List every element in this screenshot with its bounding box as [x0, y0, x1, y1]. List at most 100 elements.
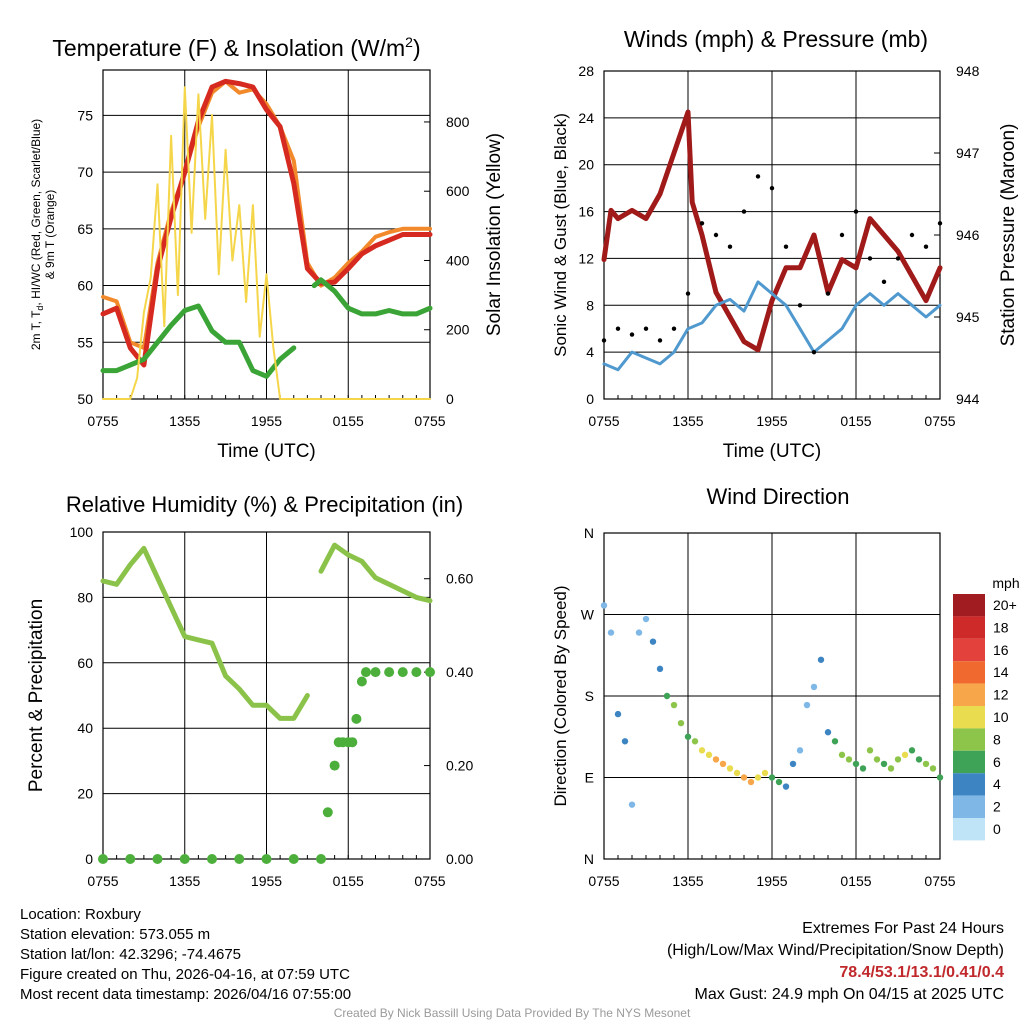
max-gust-text: Max Gust: 24.9 mph On 04/15 at 2025 UTC [694, 986, 1005, 1003]
legend-swatch [953, 616, 985, 639]
recent-text: Most recent data timestamp: 2026/04/16 0… [20, 986, 352, 1003]
data-point [713, 232, 719, 238]
direction-point [873, 756, 881, 763]
y-tick-label: W [581, 607, 595, 623]
legend-label: 14 [993, 664, 1009, 680]
legend-swatch [953, 818, 985, 841]
direction-point [901, 751, 909, 759]
y-tick-label: 8 [586, 297, 594, 313]
direction-point [705, 751, 713, 759]
data-point [322, 807, 333, 818]
x-tick-label: 0155 [333, 873, 364, 889]
x-tick-label: 0155 [333, 413, 364, 429]
y-tick-label: 80 [77, 589, 93, 605]
data-point [909, 232, 915, 238]
series-pressure [601, 109, 943, 353]
x-tick-label: 0755 [924, 413, 955, 429]
series-line [100, 542, 433, 721]
direction-point [852, 760, 860, 768]
y-axis-label: 2m T, Td, HI/WC (Red, Green, Scarlet/Blu… [29, 119, 45, 350]
direction-point [754, 774, 762, 781]
direction-point [789, 760, 797, 768]
data-point [125, 854, 136, 864]
data-point [316, 854, 326, 864]
station-info: Location: Roxbury Station elevation: 573… [20, 905, 351, 1005]
direction-point [768, 774, 776, 781]
y-tick-label: 0 [85, 851, 93, 867]
direction-point [726, 765, 734, 772]
direction-point [824, 729, 832, 736]
extremes-subtitle: (High/Low/Max Wind/Precipitation/Snow De… [666, 942, 1004, 959]
direction-point [936, 774, 944, 781]
y2-tick-label: 0.00 [446, 851, 473, 867]
y-tick-label: 12 [578, 250, 594, 266]
direction-point [922, 760, 930, 768]
data-point [895, 256, 901, 261]
data-point [288, 854, 299, 864]
direction-point [894, 756, 902, 763]
direction-point [698, 747, 706, 754]
direction-point [642, 615, 650, 623]
created-text: Figure created on Thu, 2026-04-16, at 07… [20, 966, 350, 983]
y-tick-label: 100 [70, 524, 94, 540]
data-point [825, 291, 831, 296]
series-2m-t [100, 78, 433, 368]
x-tick-label: 1955 [756, 873, 787, 889]
data-point [425, 667, 435, 678]
y2-tick-label: 0.40 [446, 664, 473, 680]
legend-label: 6 [993, 754, 1001, 770]
direction-point [677, 719, 685, 727]
legend-swatch [953, 773, 985, 796]
y-tick-label: 60 [77, 278, 93, 294]
legend-label: 18 [993, 619, 1009, 635]
data-point [98, 854, 108, 864]
direction-point [775, 778, 783, 786]
direction-point [887, 765, 895, 772]
x-tick-label: 1955 [756, 413, 787, 429]
x-tick-label: 1355 [169, 873, 200, 889]
data-point [179, 854, 190, 864]
data-point [755, 174, 761, 179]
y-axis-label-line2: & 9m T (Orange) [43, 190, 57, 280]
data-point [881, 279, 887, 285]
y-axis-label: Sonic Wind & Gust (Blue, Black) [551, 113, 570, 357]
direction-point [656, 665, 664, 673]
y2-tick-label: 400 [446, 252, 470, 268]
data-point [370, 667, 381, 678]
y2-tick-label: 0.60 [446, 571, 473, 587]
x-tick-label: 0755 [414, 413, 445, 429]
extremes-title: Extremes For Past 24 Hours [802, 920, 1004, 937]
data-point [207, 854, 217, 864]
data-point [811, 349, 817, 355]
direction-points [600, 602, 944, 808]
direction-point [908, 747, 916, 754]
extremes-panel: Extremes For Past 24 Hours (High/Low/Max… [667, 918, 1004, 1006]
y2-tick-label: 800 [446, 114, 470, 130]
y2-tick-label: 948 [956, 63, 980, 79]
y-tick-label: N [584, 525, 594, 541]
y2-axis-label: Station Pressure (Maroon) [998, 124, 1019, 347]
title-superscript: 2 [405, 34, 413, 50]
data-point [152, 854, 163, 864]
data-point [923, 244, 929, 249]
data-point [397, 667, 408, 678]
x-tick-label: 0155 [840, 413, 871, 429]
direction-point [684, 733, 692, 740]
y2-tick-label: 0.20 [446, 758, 473, 774]
y-tick-label: 75 [77, 107, 93, 123]
legend-swatch [953, 638, 985, 662]
legend-label: 8 [993, 731, 1001, 747]
x-tick-label: 1355 [169, 413, 200, 429]
legend-label: 4 [993, 776, 1001, 792]
data-point [867, 256, 873, 261]
legend-label: 2 [993, 799, 1001, 815]
direction-point [859, 765, 867, 772]
y2-tick-label: 945 [956, 309, 980, 325]
direction-point [740, 774, 748, 781]
data-point [769, 185, 775, 191]
chart-title: Temperature (F) & Insolation (W/m2) [52, 34, 420, 61]
y-tick-label: E [585, 770, 594, 786]
data-point [783, 244, 789, 249]
direction-point [621, 738, 629, 745]
